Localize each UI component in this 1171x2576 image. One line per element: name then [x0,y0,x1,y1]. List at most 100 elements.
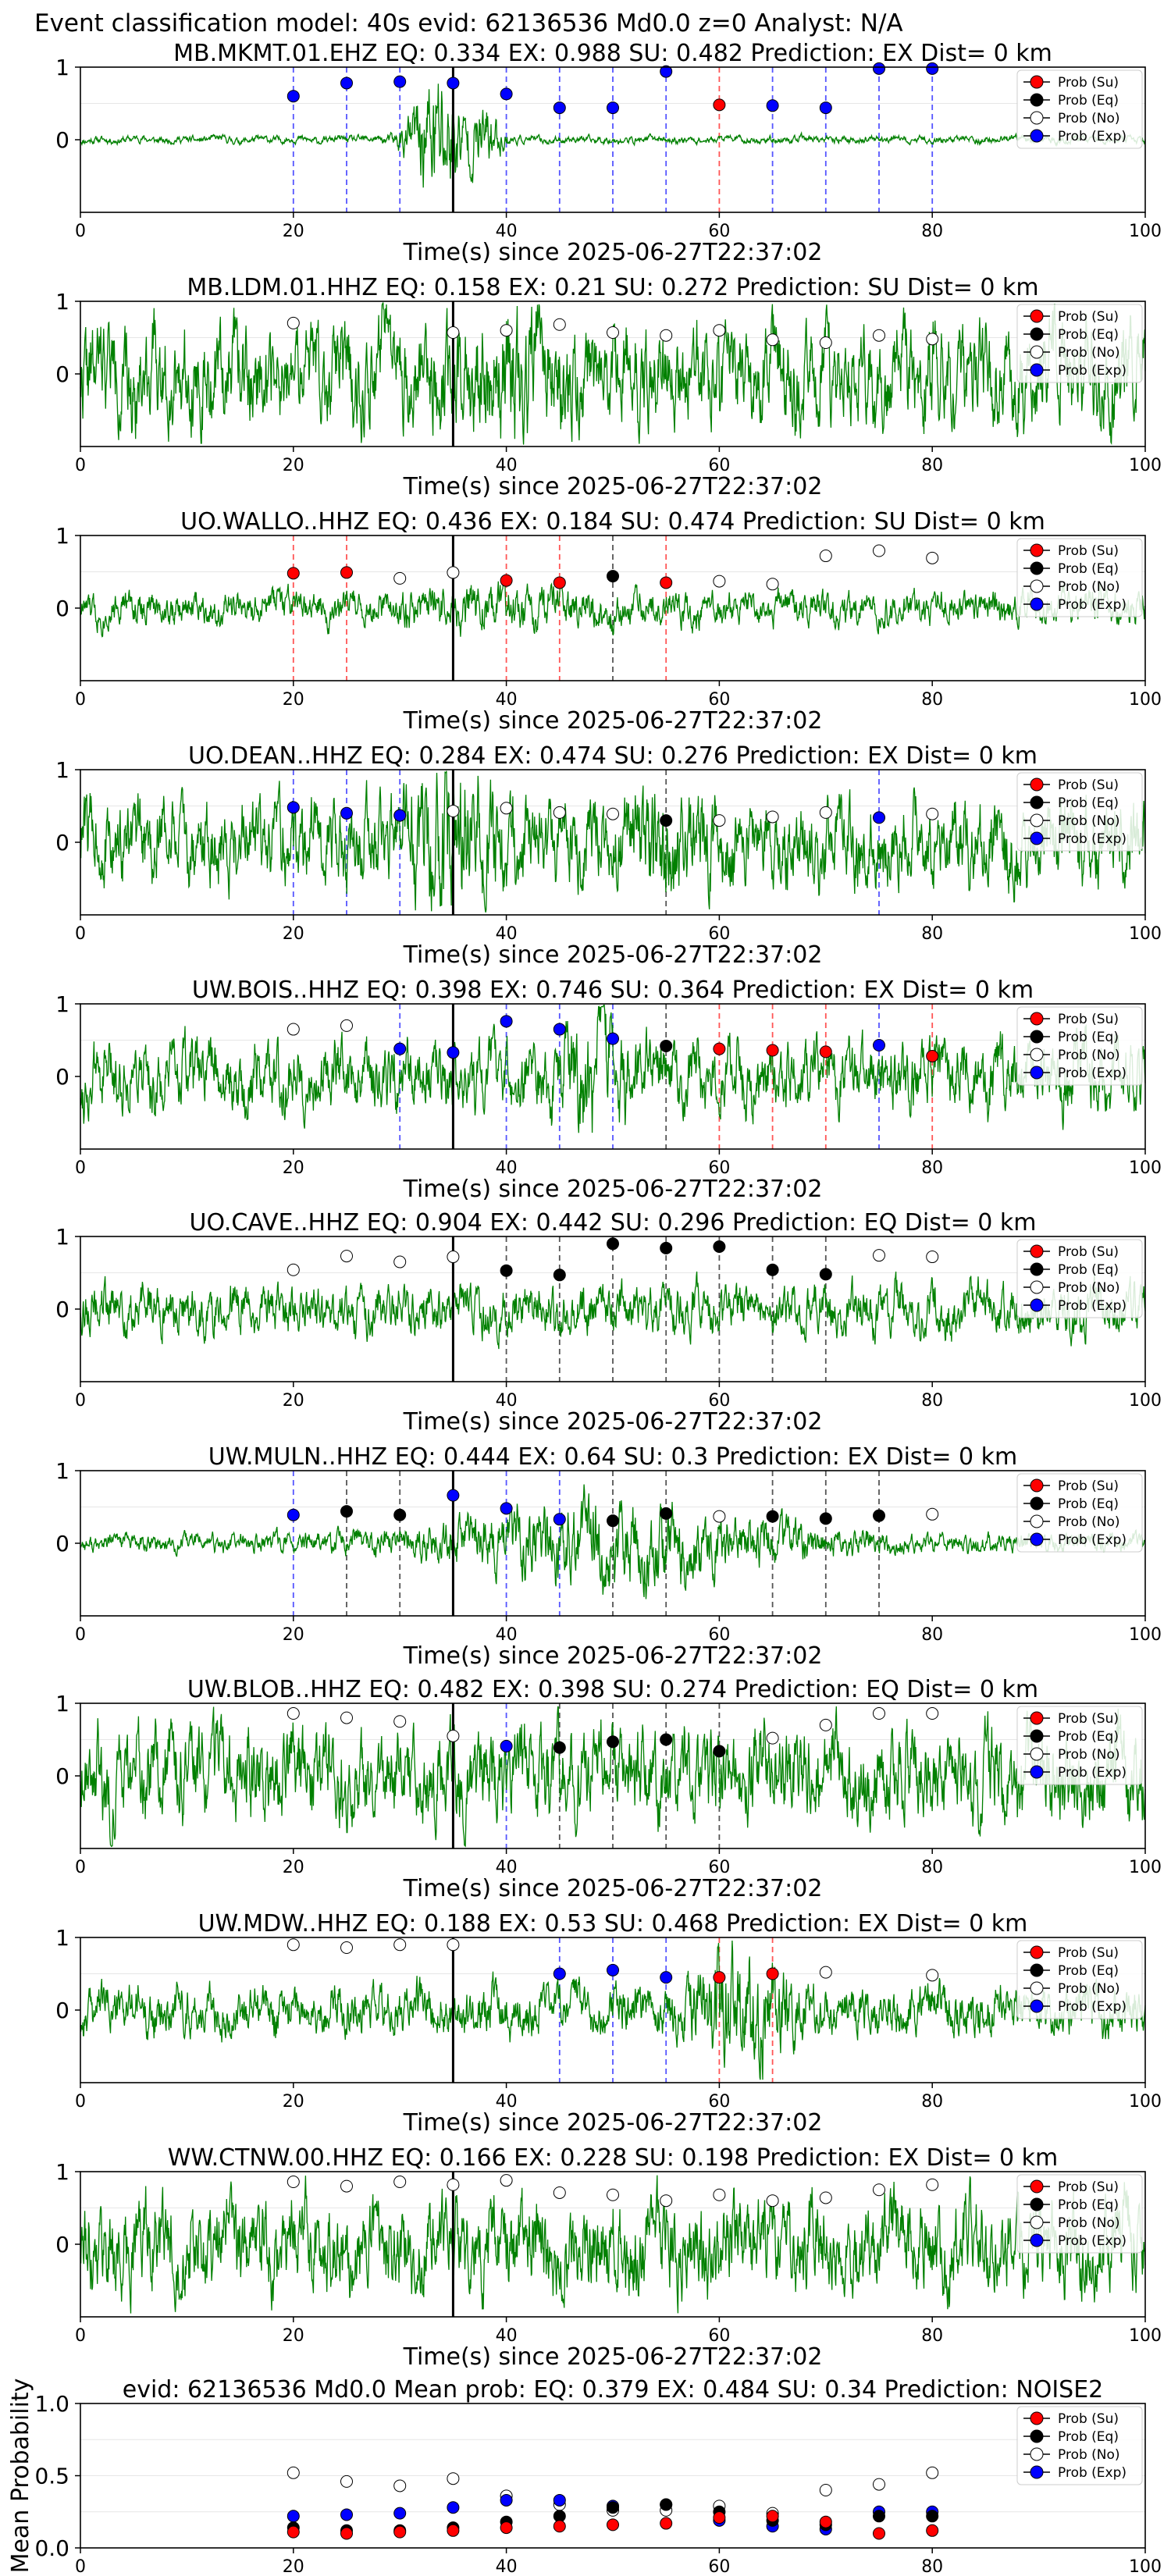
mean-prob-marker-su [607,2518,619,2532]
prob-marker-no [713,814,726,827]
legend-marker-exp [1030,831,1044,845]
mean-prob-marker-no [340,2475,353,2488]
x-axis-label: Time(s) since 2025-06-27T22:37:02 [403,1642,823,1670]
x-tick-label: 100 [1129,1858,1162,1877]
legend-marker-su [1030,309,1044,323]
prob-marker-su [340,566,353,579]
x-tick-label: 40 [496,1625,518,1645]
prob-marker-exp [766,99,779,112]
legend-frame [1016,1940,1143,2019]
y-tick-label: 1.0 [34,2391,69,2417]
legend: Prob (Su) Prob (Eq) Prob (No) Prob (Exp) [1016,2174,1143,2254]
legend-label-eq: Prob (Eq) [1058,1262,1119,1278]
y-tick-label: 1 [55,991,69,1017]
legend-marker-eq [1030,1496,1044,1510]
legend: Prob (Su) Prob (Eq) Prob (No) Prob (Exp) [1016,538,1143,617]
legend-marker-su [1030,1711,1044,1725]
prob-marker-exp [447,1489,460,1502]
mean-prob-marker-su [926,2524,939,2537]
prob-marker-exp [393,1042,407,1055]
y-tick-label: 1 [55,1691,69,1717]
x-tick-label: 80 [921,924,943,944]
legend-label-su: Prob (Su) [1058,1945,1119,1961]
prob-marker-no [926,2178,939,2191]
legend-frame [1016,2406,1143,2485]
x-tick-label: 60 [708,924,730,944]
prob-marker-eq [340,1505,353,1518]
prob-marker-no [766,333,779,347]
legend-marker-su [1030,543,1044,557]
x-tick-label: 40 [496,1158,518,1178]
prob-marker-no [500,324,513,337]
x-tick-label: 20 [283,456,304,475]
prob-marker-eq [713,1240,726,1254]
prob-marker-eq [660,814,673,827]
legend-label-exp: Prob (Exp) [1058,1532,1127,1548]
prob-marker-no [926,333,939,346]
legend-marker-eq [1030,1030,1044,1044]
legend-marker-su [1030,2179,1044,2194]
mean-prob-marker-no [819,2484,832,2496]
legend-marker-su [1030,75,1044,89]
x-tick-label: 0 [75,456,86,475]
x-tick-label: 60 [708,2326,730,2346]
legend-label-no: Prob (No) [1058,813,1120,829]
y-tick-label: 1 [55,2159,69,2185]
legend-marker-no [1030,813,1044,827]
x-tick-label: 40 [496,2557,518,2576]
legend-label-eq: Prob (Eq) [1058,1496,1119,1512]
legend-label-su: Prob (Su) [1058,1244,1119,1260]
legend-label-su: Prob (Su) [1058,777,1119,793]
legend: Prob (Su) Prob (Eq) Prob (No) Prob (Exp) [1016,1006,1143,1086]
x-tick-label: 100 [1129,1625,1162,1645]
legend-marker-su [1030,2411,1044,2425]
mean-prob-marker-no [926,2466,939,2479]
legend-label-no: Prob (No) [1058,111,1120,126]
prob-marker-no [287,1023,300,1036]
legend-label-su: Prob (Su) [1058,309,1119,325]
prob-marker-no [713,324,726,337]
station-panel: MB.LDM.01.HHZ EQ: 0.158 EX: 0.21 SU: 0.2… [55,274,1162,500]
legend-label-no: Prob (No) [1058,1514,1120,1530]
prob-marker-exp [500,1739,513,1752]
legend-frame [1016,1239,1143,1318]
y-tick-label: 1 [55,757,69,783]
legend-label-exp: Prob (Exp) [1058,1066,1127,1081]
legend-marker-no [1030,1514,1044,1528]
prob-marker-no [766,810,779,824]
prob-marker-exp [287,801,300,814]
prob-marker-eq [660,1241,673,1254]
legend-label-exp: Prob (Exp) [1058,1765,1127,1781]
summary-panel: evid: 62136536 Md0.0 Mean prob: EQ: 0.37… [7,2376,1162,2576]
prob-marker-exp [553,1967,566,1980]
legend-marker-su [1030,777,1044,792]
prob-marker-no [926,1251,939,1264]
mean-prob-marker-exp [553,2493,566,2507]
prob-marker-no [819,336,832,350]
x-tick-label: 80 [921,456,943,475]
prob-marker-exp [447,1046,460,1059]
x-tick-label: 80 [921,1391,943,1411]
legend-marker-eq [1030,561,1044,575]
mean-prob-marker-no [287,2466,300,2479]
legend: Prob (Su) Prob (Eq) Prob (No) Prob (Exp) [1016,1239,1143,1318]
x-tick-label: 0 [75,2557,86,2576]
station-panel: UW.BLOB..HHZ EQ: 0.482 EX: 0.398 SU: 0.2… [55,1676,1162,1902]
legend-frame [1016,1473,1143,1553]
y-tick-label: 0 [55,2232,69,2258]
waveform-trace [80,1484,1146,1599]
prob-marker-no [819,550,832,563]
x-tick-label: 0 [75,2326,86,2346]
mean-prob-marker-su [713,2511,726,2524]
legend-marker-eq [1030,2197,1044,2211]
mean-prob-marker-su [340,2527,353,2540]
legend: Prob (Su) Prob (Eq) Prob (No) Prob (Exp) [1016,1706,1143,1785]
x-tick-label: 60 [708,1858,730,1877]
waveform-trace [80,1706,1146,1848]
prob-marker-no [447,1251,460,1264]
legend-marker-su [1030,1478,1044,1493]
x-tick-label: 60 [708,1625,730,1645]
prob-marker-no [873,1707,885,1720]
x-axis-label: Time(s) since 2025-06-27T22:37:02 [403,1408,823,1436]
legend-marker-exp [1030,597,1044,611]
